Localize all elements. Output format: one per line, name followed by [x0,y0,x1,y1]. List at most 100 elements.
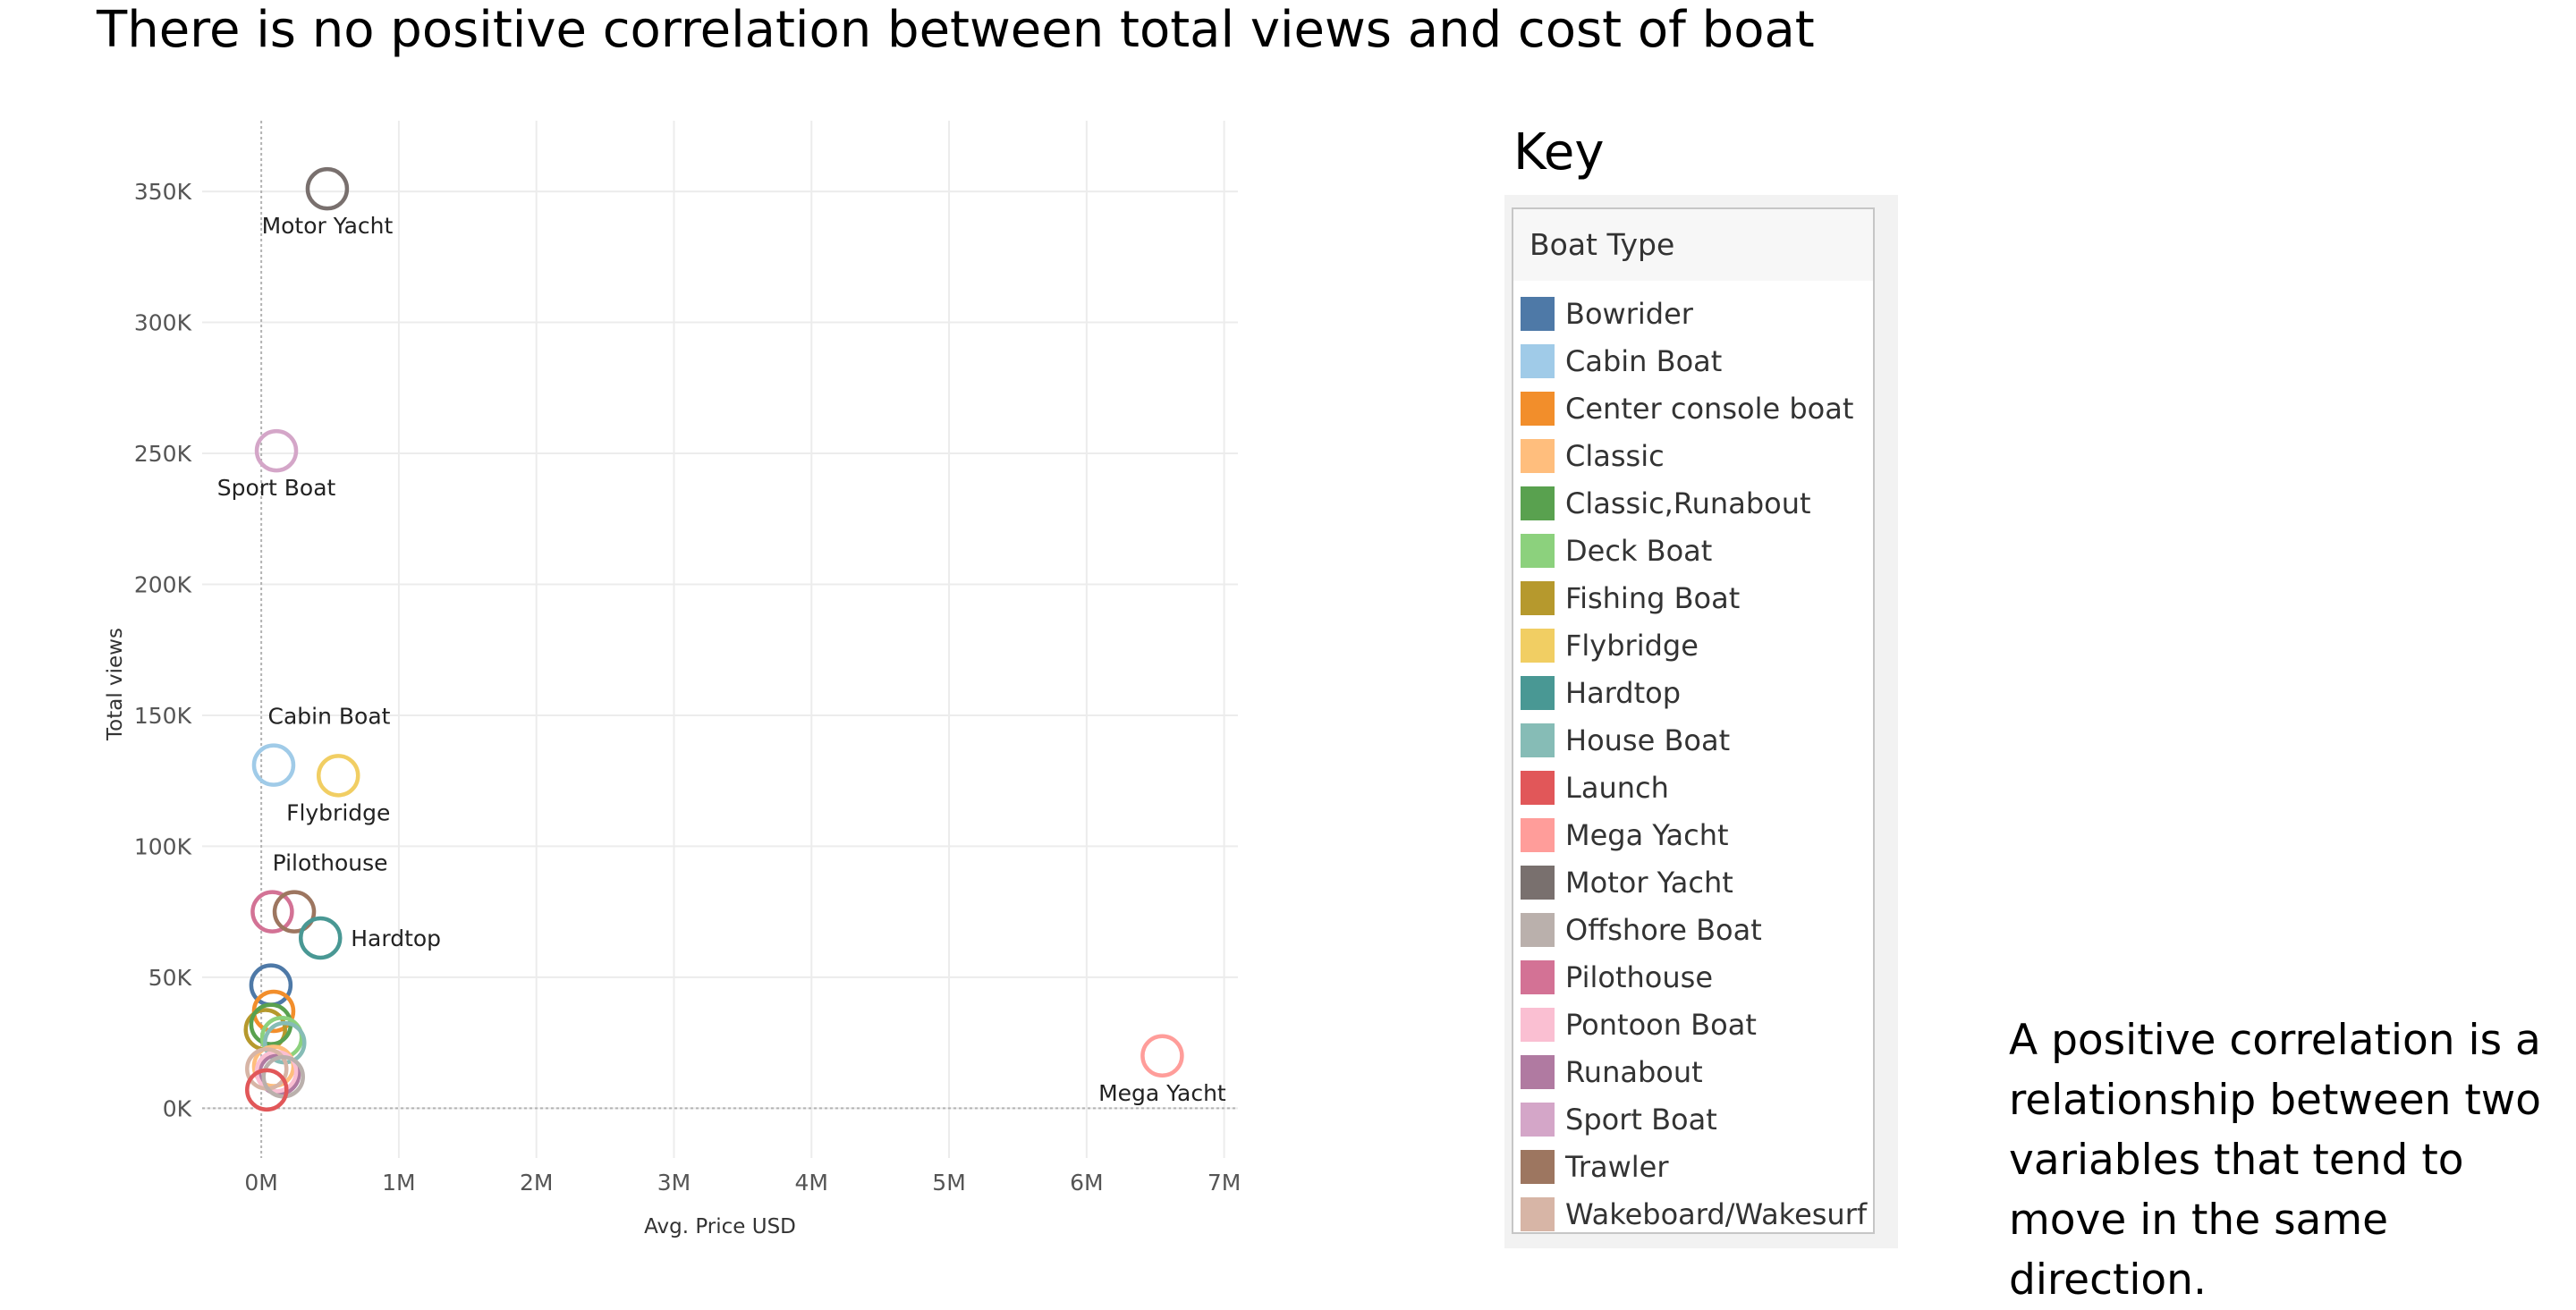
legend-item: Classic,Runabout [1521,479,1869,527]
legend-item: Wakeboard/Wakesurf [1521,1190,1869,1238]
legend-swatch [1521,438,1555,473]
legend-label: Bowrider [1565,296,1693,331]
legend-item: Motor Yacht [1521,858,1869,906]
legend-swatch [1521,580,1555,615]
correlation-note: A positive correlation is a relationship… [2009,1016,2542,1305]
legend-swatch [1521,343,1555,378]
legend-label: Hardtop [1565,675,1682,710]
legend-label: Motor Yacht [1565,865,1733,900]
point-label: Cabin Boat [267,704,390,730]
x-tick-label: 7M [1208,1170,1241,1196]
y-tick-label: 300K [134,310,192,336]
legend-swatch [1521,817,1555,852]
legend-swatch [1521,1196,1555,1231]
legend: Boat Type Bowrider Cabin Boat Center conso… [1512,207,1875,1234]
data-point [250,890,294,934]
legend-item: Fishing Boat [1521,574,1869,621]
legend-swatch [1521,486,1555,520]
legend-swatch [1521,723,1555,757]
point-label: Sport Boat [217,475,336,501]
legend-swatch [1521,912,1555,947]
legend-label: Classic,Runabout [1565,486,1811,520]
legend-label: Wakeboard/Wakesurf [1565,1196,1868,1231]
legend-item: Offshore Boat [1521,906,1869,953]
legend-item: House Boat [1521,716,1869,764]
data-point [245,1068,289,1112]
legend-label: House Boat [1565,723,1731,757]
y-tick-label: 200K [134,571,192,597]
legend-swatch [1521,675,1555,710]
legend-item: Trawler [1521,1143,1869,1190]
legend-swatch [1521,1054,1555,1089]
data-point [272,890,317,934]
x-tick-label: 5M [932,1170,965,1196]
legend-item: Flybridge [1521,621,1869,669]
legend-label: Launch [1565,770,1669,805]
legend-item: Cabin Boat [1521,337,1869,385]
data-point [254,428,299,473]
point-label: Hardtop [351,925,441,951]
legend-label: Offshore Boat [1565,912,1762,947]
legend-label: Center console boat [1565,391,1854,426]
y-tick-label: 250K [134,441,192,467]
y-tick-label: 100K [134,833,192,859]
x-tick-label: 6M [1070,1170,1103,1196]
legend-swatch [1521,1149,1555,1184]
legend-swatch [1521,959,1555,994]
data-point [1140,1034,1184,1078]
legend-label: Cabin Boat [1565,343,1723,378]
legend-swatch [1521,1102,1555,1137]
scatter-plot-svg: 0K 50K 100K 150K 200K 250K 300K 350K 0M 1M 2M 3M 4M 5… [104,121,1241,1238]
legend-label: Mega Yacht [1565,817,1729,852]
legend-item: Center console boat [1521,385,1869,432]
y-tick-label: 150K [134,703,192,729]
legend-item: Pontoon Boat [1521,1001,1869,1048]
x-tick-label: 2M [520,1170,553,1196]
x-tick-label: 1M [382,1170,415,1196]
legend-swatch [1521,628,1555,663]
x-axis-label: Avg. Price USD [644,1215,796,1238]
legend-item: Deck Boat [1521,527,1869,574]
scatter-chart: 0K 50K 100K 150K 200K 250K 300K 350K 0M 1M 2M 3M 4M 5… [0,0,1342,1252]
legend-label: Pilothouse [1565,959,1713,994]
legend-item: Bowrider [1521,290,1869,337]
legend-item: Pilothouse [1521,953,1869,1001]
legend-label: Trawler [1565,1149,1669,1184]
y-tick-label: 350K [134,179,192,205]
y-tick-label: 50K [148,965,192,991]
legend-item: Hardtop [1521,669,1869,716]
legend-label: Classic [1565,438,1665,473]
y-axis-label: Total views [104,628,127,741]
legend-swatch [1521,770,1555,805]
data-point [251,743,296,787]
legend-item: Classic [1521,432,1869,479]
point-label: Motor Yacht [262,213,394,239]
legend-swatch [1521,533,1555,568]
legend-label: Flybridge [1565,628,1699,663]
legend-swatch [1521,391,1555,426]
legend-label: Fishing Boat [1565,580,1741,615]
legend-item: Launch [1521,764,1869,811]
legend-swatch [1521,865,1555,900]
point-label: Pilothouse [273,850,388,876]
point-label: Mega Yacht [1098,1080,1226,1106]
legend-label: Pontoon Boat [1565,1007,1757,1042]
y-tick-label: 0K [163,1095,192,1121]
legend-item: Mega Yacht [1521,811,1869,858]
legend-item: Sport Boat [1521,1095,1869,1143]
point-label: Flybridge [286,799,390,825]
x-tick-label: 3M [657,1170,691,1196]
x-tick-label: 4M [795,1170,828,1196]
legend-item: Runabout [1521,1048,1869,1095]
legend-label: Runabout [1565,1054,1703,1089]
page-title: There is no positive correlation between… [97,1,1815,59]
x-tick-label: 0M [244,1170,277,1196]
key-title: Key [1513,123,1605,182]
data-point [305,166,350,211]
data-point [299,916,343,960]
legend-label: Sport Boat [1565,1102,1717,1137]
legend-label: Deck Boat [1565,533,1713,568]
data-point [316,754,360,798]
legend-swatch [1521,296,1555,331]
legend-title: Boat Type [1513,209,1873,281]
